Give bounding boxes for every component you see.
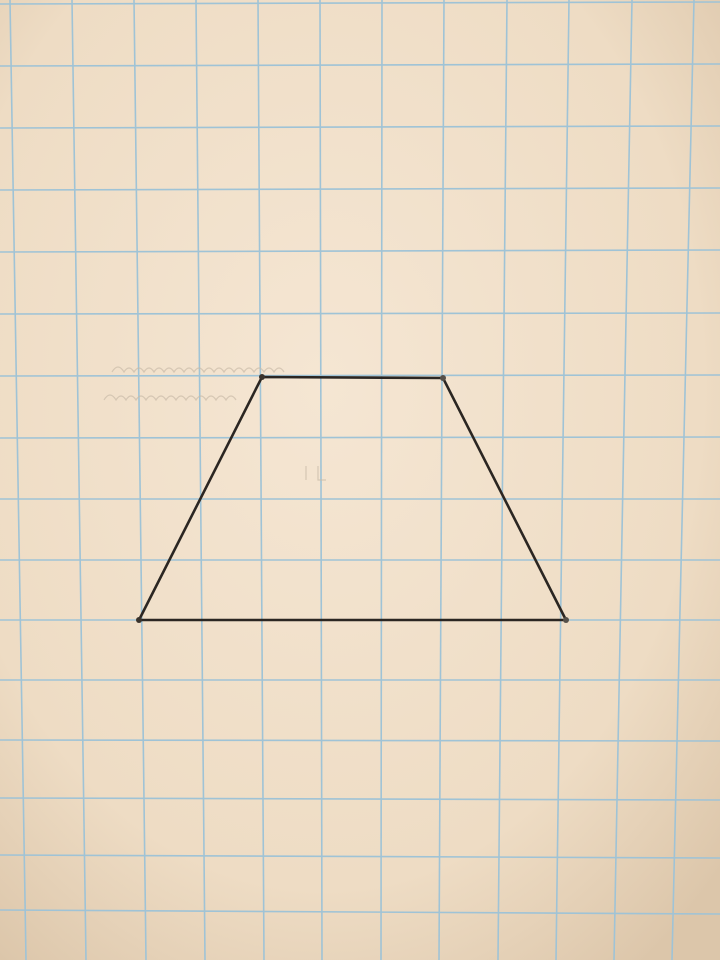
grid-line xyxy=(0,312,720,315)
grid-line xyxy=(0,125,720,129)
grid-line xyxy=(0,1,720,5)
erased-text xyxy=(111,366,285,374)
grid-line xyxy=(0,436,720,439)
grid-line xyxy=(0,249,720,253)
erased-marks xyxy=(103,366,326,481)
grid-line xyxy=(71,0,87,960)
grid-line xyxy=(0,739,720,742)
vertex xyxy=(136,617,142,623)
grid-line xyxy=(0,797,720,801)
grid-line xyxy=(0,374,720,377)
erased-text xyxy=(305,466,326,481)
grid-line xyxy=(257,0,265,960)
grid-line xyxy=(195,0,206,960)
grid-line xyxy=(0,909,720,915)
grid-line xyxy=(133,0,147,960)
grid-line xyxy=(0,63,720,67)
erased-text xyxy=(103,394,237,402)
vertex xyxy=(259,374,265,380)
grid-line xyxy=(9,0,27,960)
vertex xyxy=(563,617,569,623)
grid-line xyxy=(0,187,720,191)
vertex xyxy=(440,375,446,381)
grid-line xyxy=(380,0,383,960)
grid-line xyxy=(0,854,720,859)
